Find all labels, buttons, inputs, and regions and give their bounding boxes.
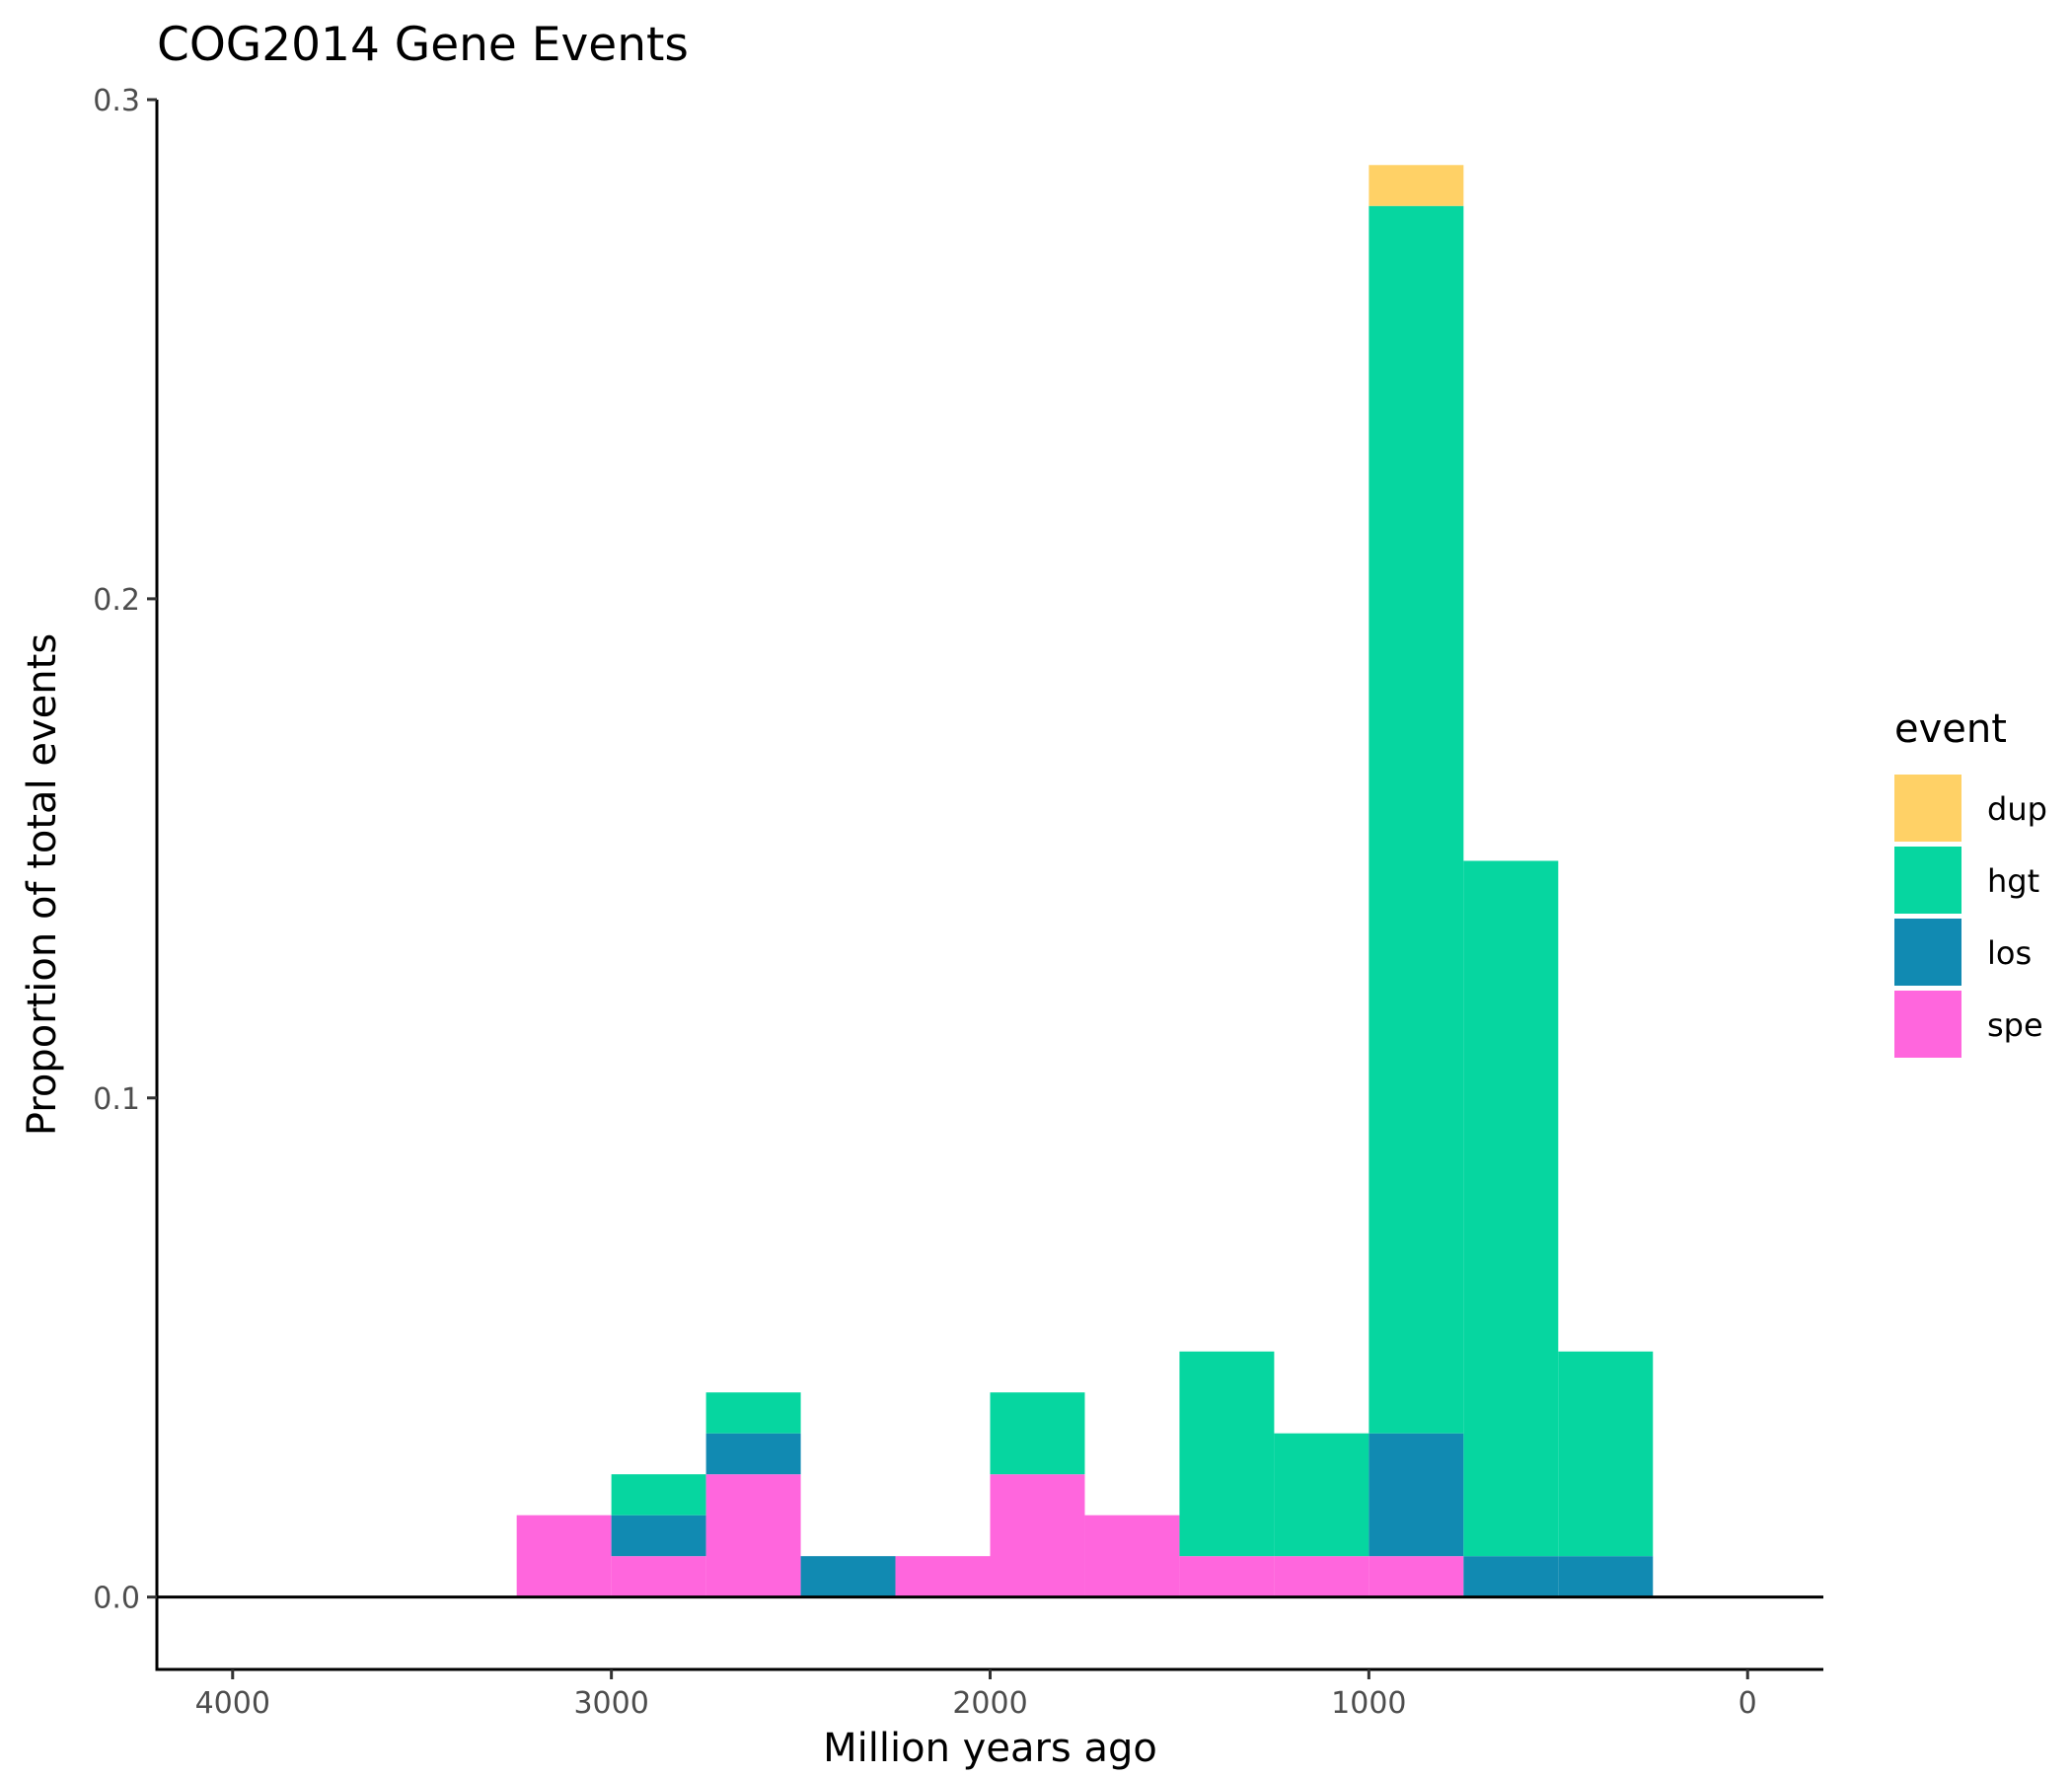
legend-label-hgt: hgt (1987, 862, 2039, 900)
x-tick-label: 0 (1739, 1686, 1757, 1721)
legend-swatch-hgt (1894, 847, 1961, 914)
x-tick-label: 3000 (573, 1686, 648, 1721)
y-tick-label: 0.0 (93, 1582, 140, 1616)
y-tick-label: 0.3 (93, 84, 140, 118)
bar-hgt-2875 (611, 1474, 706, 1516)
bar-los-875 (1369, 1433, 1464, 1557)
bar-hgt-375 (1558, 1351, 1654, 1557)
bars-layer (516, 165, 1654, 1597)
bar-los-2625 (705, 1433, 801, 1475)
x-tick-label: 1000 (1331, 1686, 1406, 1721)
legend-swatch-spe (1894, 991, 1961, 1058)
y-tick-label: 0.1 (93, 1082, 140, 1117)
bar-hgt-875 (1369, 205, 1464, 1434)
legend-title: event (1894, 706, 2007, 752)
bar-dup-875 (1369, 165, 1464, 206)
x-axis-title: Million years ago (823, 1726, 1157, 1771)
bar-spe-2625 (705, 1474, 801, 1597)
legend-swatch-los (1894, 919, 1961, 986)
legend-label-los: los (1987, 934, 2032, 972)
bar-los-2875 (611, 1515, 706, 1557)
legend-label-spe: spe (1987, 1006, 2043, 1044)
bar-spe-2125 (895, 1556, 991, 1597)
legend-swatch-dup (1894, 775, 1961, 842)
x-axis-ticks: 4000 3000 2000 1000 0 (195, 1669, 1757, 1721)
bar-spe-1375 (1179, 1556, 1275, 1597)
bar-hgt-1125 (1274, 1433, 1369, 1557)
bar-spe-2875 (611, 1556, 706, 1597)
y-tick-label: 0.2 (93, 583, 140, 618)
bar-spe-1125 (1274, 1556, 1369, 1597)
bar-hgt-1875 (990, 1392, 1085, 1475)
y-axis-title: Proportion of total events (20, 633, 65, 1136)
bar-los-625 (1463, 1556, 1559, 1597)
bar-spe-1875 (990, 1474, 1085, 1597)
legend-label-dup: dup (1987, 790, 2047, 828)
y-axis-ticks: 0.0 0.1 0.2 0.3 (93, 84, 157, 1616)
x-tick-label: 4000 (195, 1686, 270, 1721)
bar-hgt-625 (1463, 860, 1559, 1557)
bar-hgt-1375 (1179, 1351, 1275, 1557)
bar-spe-875 (1369, 1556, 1464, 1597)
x-tick-label: 2000 (952, 1686, 1027, 1721)
chart-title: COG2014 Gene Events (157, 18, 689, 72)
legend-items: dup hgt los spe (1894, 775, 2047, 1058)
bar-spe-1625 (1084, 1515, 1180, 1597)
bar-hgt-2625 (705, 1392, 801, 1434)
bar-spe-3125 (516, 1515, 612, 1597)
bar-los-2375 (800, 1556, 896, 1597)
bar-los-375 (1558, 1556, 1654, 1597)
legend: event dup hgt los spe (1894, 706, 2047, 1058)
